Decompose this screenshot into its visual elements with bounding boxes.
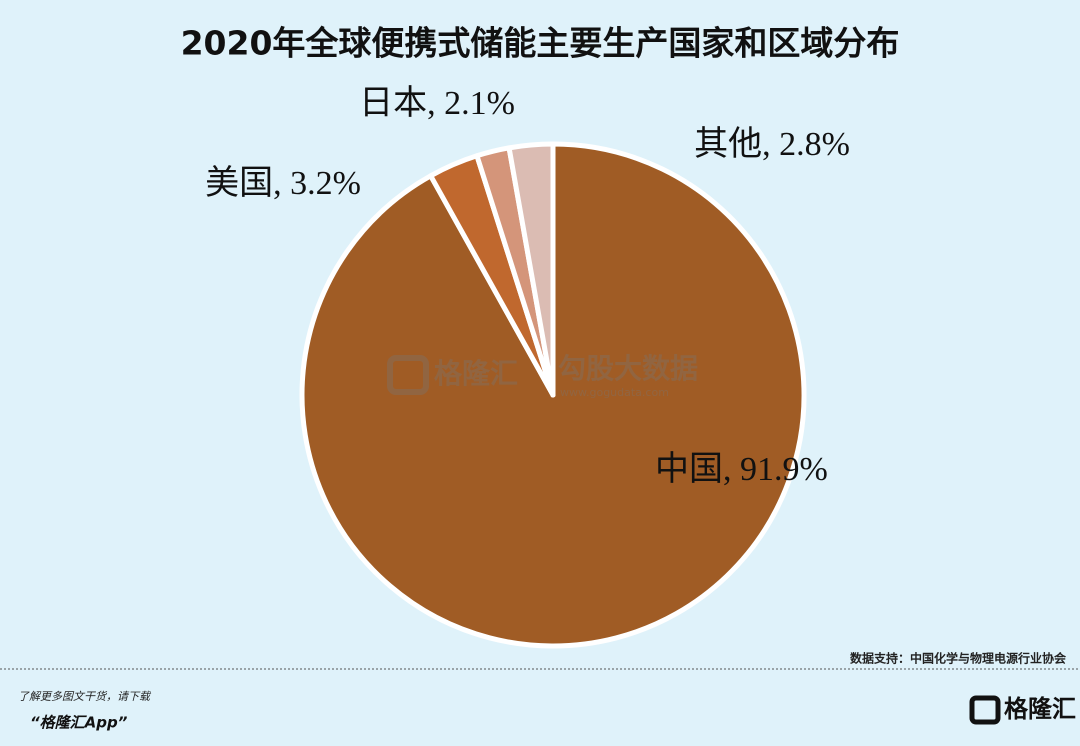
footer-logo: 格隆汇 bbox=[1004, 695, 1076, 723]
chart-title: 2020年全球便携式储能主要生产国家和区域分布 bbox=[181, 24, 900, 63]
slice-label: 日本, 2.1% bbox=[359, 84, 515, 122]
footer-logo-mark bbox=[969, 695, 1001, 725]
footer-prompt: 了解更多图文干货，请下载 bbox=[18, 690, 152, 703]
pie-slice bbox=[506, 141, 556, 398]
watermark-brand: 格隆汇 bbox=[434, 357, 518, 390]
watermark-data-brand: 勾股大数据 bbox=[558, 352, 698, 385]
slice-label: 其他, 2.8% bbox=[694, 126, 850, 163]
slice-label: 中国, 91.9% bbox=[655, 450, 828, 488]
watermark-logo bbox=[387, 355, 429, 395]
watermark-url: www.gogudata.com bbox=[560, 386, 669, 399]
slice-label: 美国, 3.2% bbox=[205, 164, 361, 202]
watermark: 格隆汇 勾股大数据 www.gogudata.com bbox=[387, 352, 698, 399]
pie bbox=[299, 141, 807, 649]
source: 数据支持：中国化学与物理电源行业协会 bbox=[850, 651, 1067, 666]
footer-app: “格隆汇App” bbox=[30, 714, 128, 732]
